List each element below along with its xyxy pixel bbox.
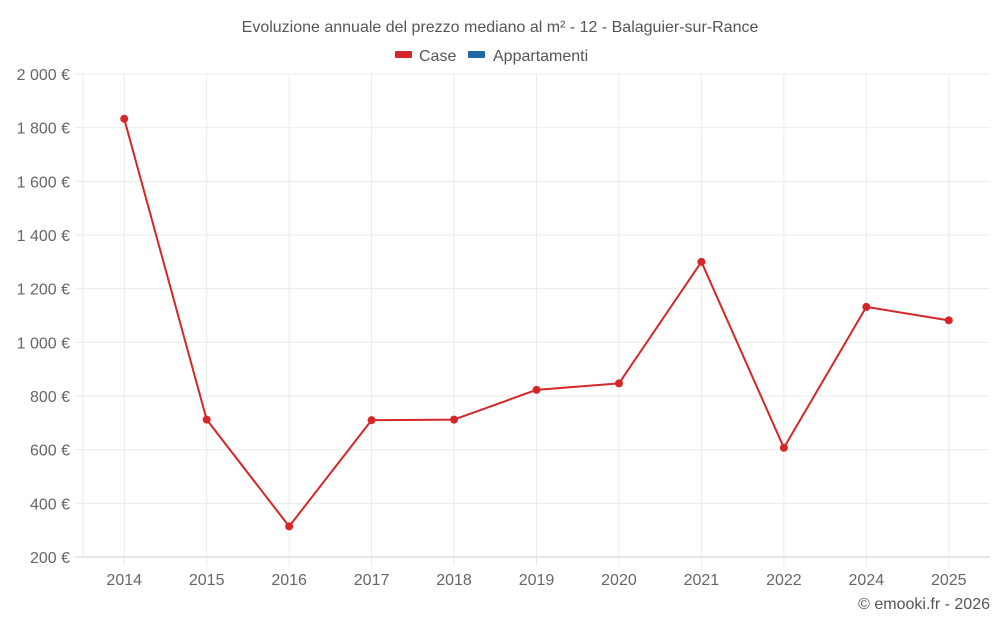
legend-item-case[interactable]: Case xyxy=(395,48,456,65)
y-tick-label: 1 000 € xyxy=(17,335,70,352)
x-tick-label: 2019 xyxy=(519,572,555,589)
chart-title: Evoluzione annuale del prezzo mediano al… xyxy=(242,19,759,36)
data-point[interactable] xyxy=(944,316,953,325)
data-point[interactable] xyxy=(450,415,459,424)
legend-label-appartamenti: Appartamenti xyxy=(493,48,588,65)
legend-swatch-appartamenti xyxy=(468,51,485,58)
x-tick-label: 2025 xyxy=(931,572,967,589)
x-tick-label: 2024 xyxy=(849,572,885,589)
grid xyxy=(75,73,990,566)
credit-text: © emooki.fr - 2026 xyxy=(858,596,990,613)
y-tick-label: 1 600 € xyxy=(17,174,70,191)
y-tick-label: 2 000 € xyxy=(17,67,70,84)
x-tick-label: 2021 xyxy=(684,572,720,589)
x-tick-label: 2016 xyxy=(271,572,307,589)
y-tick-label: 200 € xyxy=(30,550,70,567)
y-tick-label: 1 400 € xyxy=(17,228,70,245)
data-point[interactable] xyxy=(614,379,623,388)
data-point[interactable] xyxy=(697,257,706,266)
legend-swatch-case xyxy=(395,51,412,58)
x-axis: 2014 2015 2016 2017 2018 2019 2020 2021 2022 2024… xyxy=(106,572,966,589)
y-tick-label: 800 € xyxy=(30,389,70,406)
y-tick-label: 400 € xyxy=(30,496,70,513)
data-point[interactable] xyxy=(367,416,376,425)
legend-label-case: Case xyxy=(419,48,456,65)
data-point[interactable] xyxy=(532,385,541,394)
y-tick-label: 600 € xyxy=(30,443,70,460)
y-tick-label: 1 800 € xyxy=(17,121,70,138)
series-case xyxy=(120,114,953,531)
data-point[interactable] xyxy=(202,415,211,424)
x-tick-label: 2018 xyxy=(436,572,472,589)
data-point[interactable] xyxy=(862,302,871,311)
y-axis: 200 € 400 € 600 € 800 € 1 000 € 1 200 € 1 400 … xyxy=(17,67,70,567)
x-tick-label: 2014 xyxy=(106,572,142,589)
legend-item-appartamenti[interactable]: Appartamenti xyxy=(468,48,588,65)
x-tick-label: 2022 xyxy=(766,572,802,589)
data-point[interactable] xyxy=(779,443,788,452)
legend: Case Appartamenti xyxy=(395,48,588,65)
x-tick-label: 2017 xyxy=(354,572,390,589)
data-point[interactable] xyxy=(285,522,294,531)
x-tick-label: 2020 xyxy=(601,572,637,589)
x-tick-label: 2015 xyxy=(189,572,225,589)
data-point[interactable] xyxy=(120,114,129,123)
y-tick-label: 1 200 € xyxy=(17,282,70,299)
